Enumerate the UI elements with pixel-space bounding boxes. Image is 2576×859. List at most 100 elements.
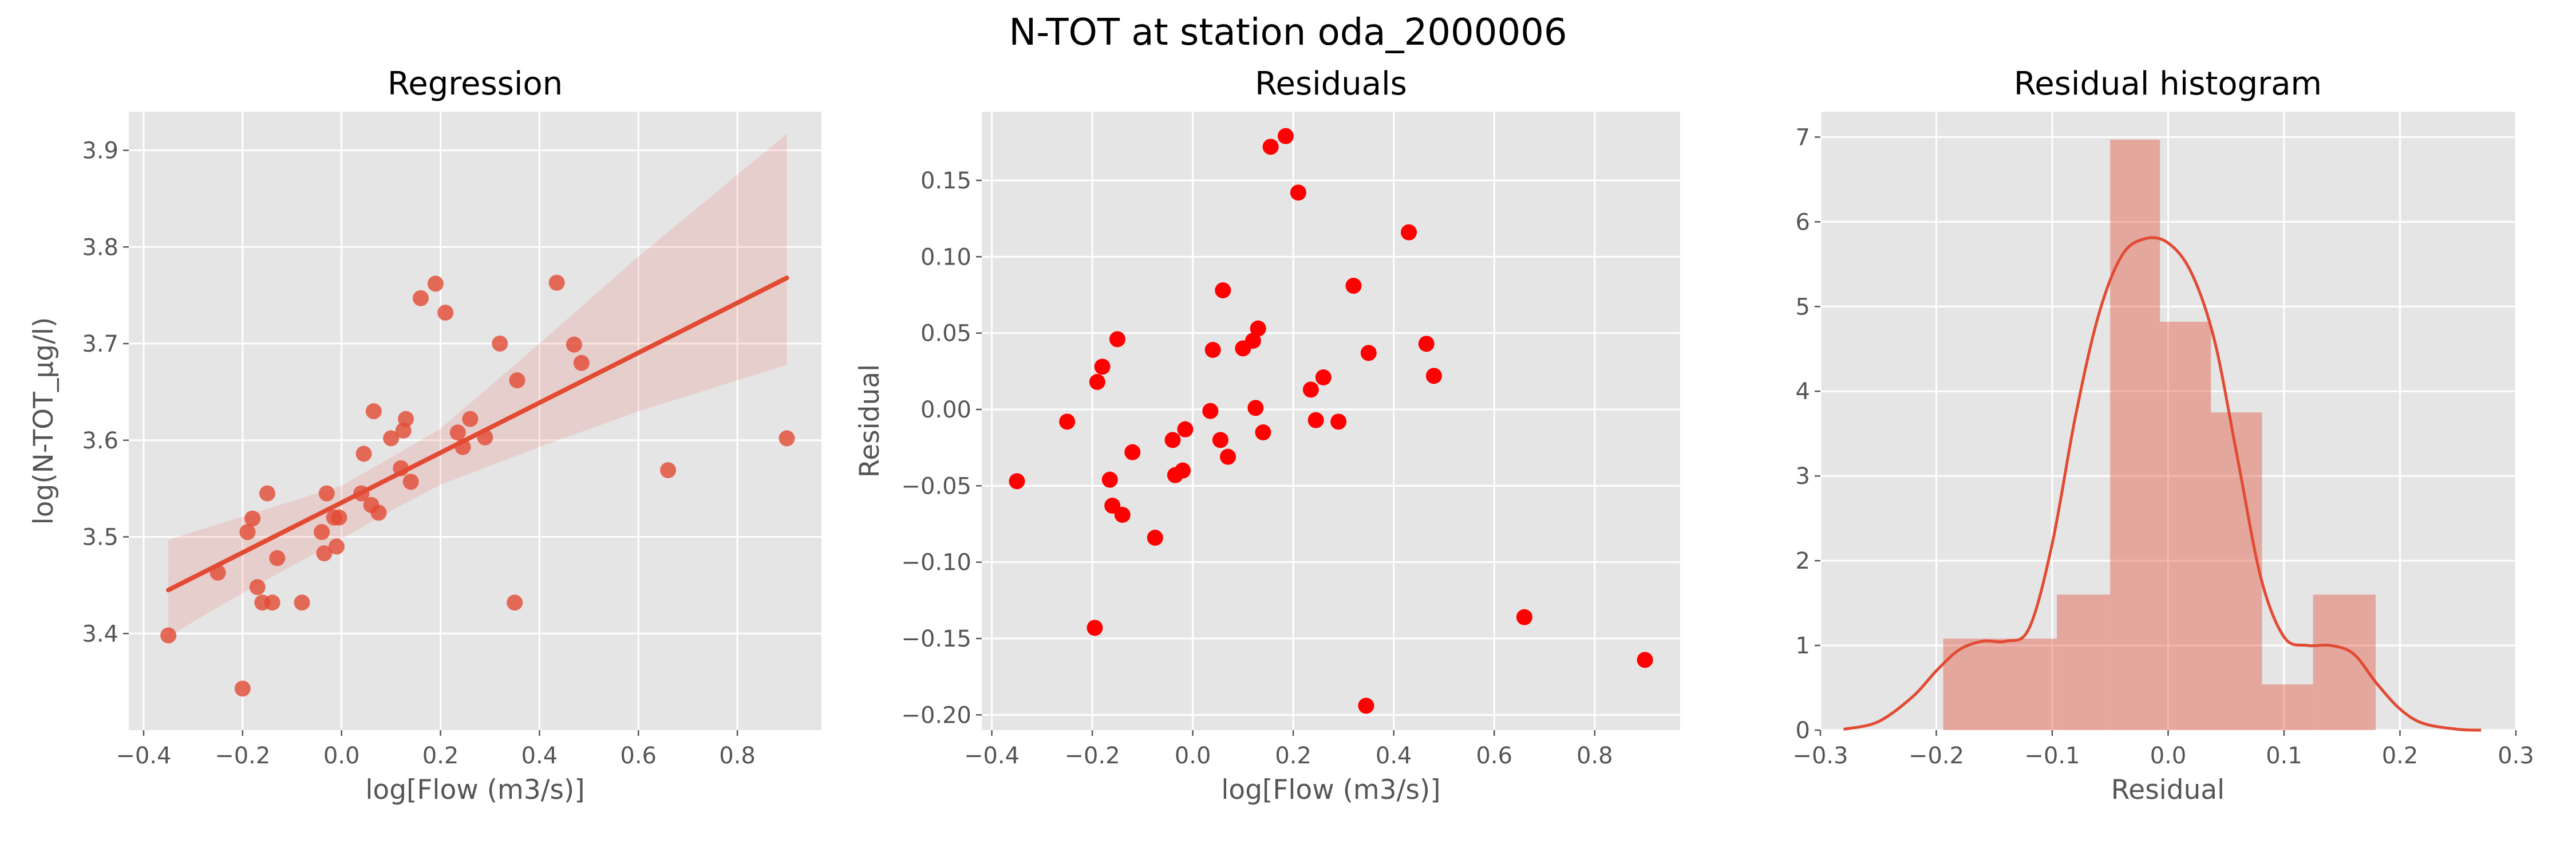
regression-point <box>449 424 466 441</box>
residual-point <box>1220 448 1236 465</box>
histogram-x-tick-label: 0.3 <box>2498 743 2534 769</box>
residuals-x-tick-label: −0.4 <box>964 743 1020 769</box>
residual-point <box>1262 139 1279 155</box>
regression-point <box>402 474 419 490</box>
residual-point <box>1255 424 1271 440</box>
regression-point <box>239 524 256 541</box>
regression-marks <box>160 133 795 697</box>
residuals-ticks: −0.4 −0.2 0.0 0.2 0.4 0.6 0.8 −0.20 −0.15 −0.10 −0… <box>901 168 1613 769</box>
residuals-y-tick-label: −0.05 <box>901 473 971 499</box>
residual-point <box>1109 331 1125 348</box>
residual-point <box>1358 698 1374 714</box>
residual-point <box>1247 400 1264 416</box>
regression-ticks: −0.4 −0.2 0.0 0.2 0.4 0.6 0.8 3.4 3.5 3.6 3.7 3.8 3.… <box>82 138 756 770</box>
histogram-x-tick-label: 0.0 <box>2150 743 2187 769</box>
residuals-x-tick-label: 0.6 <box>1476 743 1512 769</box>
regression-x-tick-label: −0.2 <box>215 743 270 769</box>
residual-point <box>1244 333 1261 349</box>
regression-x-tick-label: −0.4 <box>116 743 171 769</box>
figure-title: N-TOT at station oda_2000006 <box>1009 11 1567 54</box>
residual-point <box>1086 620 1103 636</box>
regression-y-tick-label: 3.6 <box>82 428 118 454</box>
residual-point <box>1101 471 1118 488</box>
residuals-y-tick-label: 0.05 <box>920 321 971 347</box>
regression-point <box>660 462 677 479</box>
residuals-y-tick-label: 0.10 <box>920 244 971 270</box>
regression-point <box>160 627 177 644</box>
residuals-x-tick-label: 0.2 <box>1275 743 1311 769</box>
regression-point <box>259 485 275 502</box>
regression-point <box>329 538 345 555</box>
residual-point <box>1278 128 1294 144</box>
regression-point <box>492 336 508 352</box>
residuals-x-tick-label: −0.2 <box>1065 743 1120 769</box>
residuals-y-tick-label: −0.10 <box>901 550 971 576</box>
histogram-panel: −0.3 −0.2 −0.1 0.0 0.1 0.2 0.3 0 1 2 3 4 5 6 7 Residua… <box>1792 65 2534 806</box>
histogram-bar <box>2160 321 2211 730</box>
histogram-y-tick-label: 7 <box>1796 124 1810 151</box>
histogram-bar <box>2211 412 2262 730</box>
histogram-x-tick-label: 0.2 <box>2382 743 2419 769</box>
residual-point <box>1114 507 1131 523</box>
residual-point <box>1345 278 1362 294</box>
residual-point <box>1212 432 1228 448</box>
histogram-kde-curve <box>1843 236 2482 732</box>
histogram-x-tick-label: 0.1 <box>2266 743 2302 769</box>
residuals-title: Residuals <box>1255 65 1407 103</box>
regression-point <box>437 305 454 321</box>
residuals-panel: −0.4 −0.2 0.0 0.2 0.4 0.6 0.8 −0.20 −0.15 −0.10 −0… <box>854 65 1680 806</box>
regression-y-tick-label: 3.5 <box>82 525 118 551</box>
residual-point <box>1307 412 1324 428</box>
regression-point <box>355 446 372 462</box>
histogram-x-tick-label: −0.1 <box>2024 743 2080 769</box>
regression-point <box>314 524 330 541</box>
histogram-bar <box>1943 639 2006 730</box>
regression-y-tick-label: 3.4 <box>82 621 118 647</box>
regression-point <box>331 509 347 526</box>
residual-point <box>1177 421 1194 438</box>
residual-point <box>1175 462 1191 479</box>
residual-point <box>1009 473 1025 490</box>
histogram-y-tick-label: 4 <box>1796 379 1810 405</box>
regression-point <box>249 579 266 596</box>
regression-point <box>383 430 400 447</box>
regression-point <box>244 510 261 527</box>
regression-point <box>427 275 444 292</box>
histogram-y-tick-label: 5 <box>1796 294 1810 320</box>
residuals-grid <box>982 112 1680 730</box>
residuals-x-tick-label: 0.4 <box>1376 743 1412 769</box>
regression-x-tick-label: 0.6 <box>620 743 657 769</box>
residuals-y-tick-label: 0.00 <box>920 397 971 423</box>
residual-point <box>1290 184 1306 201</box>
regression-point <box>398 411 414 427</box>
histogram-x-label: Residual <box>2111 774 2225 806</box>
regression-point <box>370 505 387 521</box>
residuals-x-tick-label: 0.8 <box>1577 743 1613 769</box>
regression-point <box>507 594 523 611</box>
residual-point <box>1204 342 1221 358</box>
histogram-bar <box>2313 594 2376 730</box>
histogram-y-tick-label: 0 <box>1796 718 1810 744</box>
residual-point <box>1425 368 1442 384</box>
residuals-y-label: Residual <box>854 364 886 478</box>
residual-point <box>1315 369 1332 385</box>
histogram-x-tick-label: −0.3 <box>1792 743 1848 769</box>
regression-point <box>365 403 382 420</box>
histogram-grid <box>1819 112 2517 731</box>
histogram-title: Residual histogram <box>2014 65 2322 103</box>
residual-point <box>1401 224 1417 241</box>
histogram-bar <box>2057 594 2111 730</box>
regression-y-tick-label: 3.8 <box>82 234 118 261</box>
regression-x-label: log[Flow (m3/s)] <box>365 774 584 806</box>
residuals-x-tick-label: 0.0 <box>1175 743 1211 769</box>
histogram-y-tick-label: 2 <box>1796 548 1810 574</box>
regression-x-tick-label: 0.8 <box>719 743 756 769</box>
regression-point <box>264 594 280 611</box>
residual-point <box>1094 358 1111 375</box>
residual-point <box>1360 345 1377 361</box>
regression-point <box>779 430 795 447</box>
histogram-y-tick-label: 6 <box>1796 209 1810 235</box>
regression-point <box>412 290 429 306</box>
regression-point <box>316 545 333 562</box>
